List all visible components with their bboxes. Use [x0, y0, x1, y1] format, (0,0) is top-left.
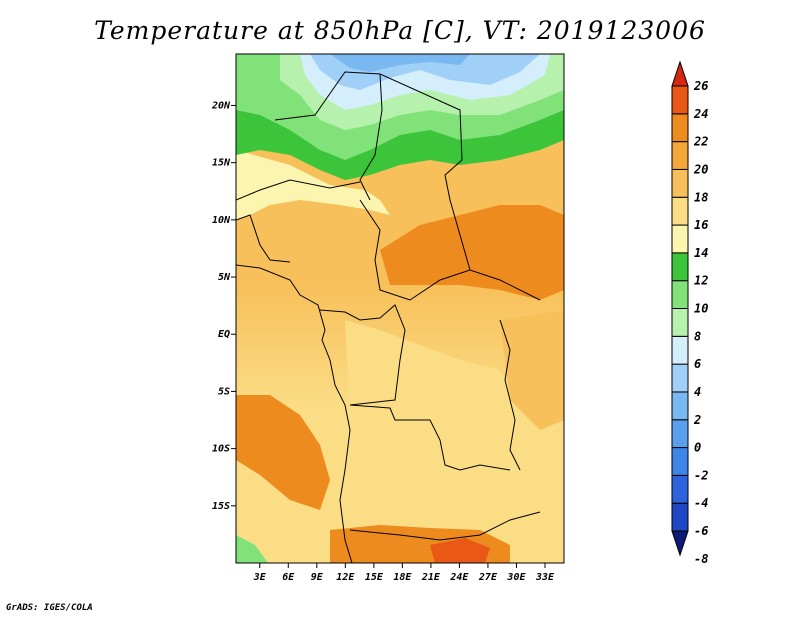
colorbar-label: 10 — [694, 302, 708, 316]
colorbar-label: -6 — [694, 524, 708, 538]
colorbar-box — [671, 335, 689, 365]
x-tick-label: 18E — [393, 572, 412, 583]
colorbar-box — [671, 252, 689, 282]
field-warm-zone-east-20 — [500, 310, 564, 430]
field-band-2-4 — [330, 54, 470, 72]
colorbar-label: 16 — [694, 218, 708, 232]
border-north-2 — [379, 73, 471, 271]
field-hot-zone-22-west — [236, 395, 330, 510]
country-borders — [236, 71, 541, 563]
colorbar-box — [671, 447, 689, 476]
colorbar-label: -4 — [694, 496, 708, 510]
colorbar-label: 4 — [694, 385, 701, 399]
colorbar-high-triangle — [671, 60, 689, 87]
border-central — [359, 199, 541, 301]
colorbar-box — [671, 419, 689, 449]
x-tick-label: 3E — [253, 572, 267, 583]
colorbar-box — [671, 363, 689, 393]
colorbar-box — [671, 502, 689, 532]
x-tick-label: 27E — [478, 572, 498, 583]
field-coastal-cool-sw — [236, 535, 268, 563]
field-hottest-zone-24 — [430, 538, 490, 563]
border-north-1 — [274, 71, 383, 201]
field-hot-zone-22-east — [380, 205, 564, 300]
chart-title: Temperature at 850hPa [C], VT: 201912300… — [94, 16, 706, 45]
colorbar-box — [671, 196, 689, 226]
y-tick-label: 5N — [218, 272, 231, 283]
border-south — [349, 511, 541, 541]
y-tick-label: 5S — [218, 386, 230, 397]
colorbar-box — [671, 474, 689, 504]
border-congo — [319, 304, 406, 406]
colorbar-box — [671, 391, 689, 421]
x-tick-label: 9E — [311, 572, 324, 583]
colorbar-label: 8 — [694, 329, 701, 343]
colorbar-box — [671, 113, 689, 143]
border-great-lakes — [499, 319, 521, 471]
colorbar-label: 12 — [694, 274, 708, 288]
colorbar-label: 6 — [694, 357, 701, 371]
y-tick-label: 10N — [212, 215, 231, 226]
y-tick-label: EQ — [218, 329, 230, 340]
colorbar-box — [671, 280, 689, 309]
colorbar-box — [671, 224, 689, 254]
coastline — [236, 264, 353, 563]
x-tick-label: 33E — [535, 572, 555, 583]
border-sahel — [236, 179, 361, 201]
colorbar-label: 18 — [694, 190, 708, 204]
credit-text: GrADS: IGES/COLA — [6, 603, 93, 613]
x-tick-label: 15E — [365, 572, 384, 583]
colorbar-box — [671, 141, 689, 170]
colorbar-label: 2 — [693, 413, 701, 427]
y-tick-label: 20N — [211, 100, 231, 111]
x-tick-label: 30E — [506, 572, 526, 583]
plot-frame — [235, 53, 565, 564]
x-axis: 3E 6E 9E 12E 15E 18E 21E 24E 27E 30E 33E — [253, 563, 555, 583]
colorbar-label: 20 — [693, 162, 708, 176]
x-tick-label: 24E — [449, 572, 469, 583]
colorbar-label: 22 — [693, 135, 708, 149]
colorbar-label: 14 — [694, 246, 708, 260]
colorbar-box — [671, 168, 689, 198]
colorbar-low-triangle — [671, 530, 689, 557]
colorbar-box — [671, 308, 689, 337]
y-tick-label: 15S — [212, 501, 230, 512]
field-warm-zone-south-16-18 — [345, 320, 530, 525]
colorbar-label: 0 — [694, 441, 701, 455]
y-tick-label: 15N — [212, 158, 231, 169]
temperature-field — [236, 54, 564, 563]
border-drc-angola — [349, 404, 511, 471]
border-west-small — [236, 214, 291, 263]
y-axis: 20N 15N 10N 5N EQ 5S 10S 15S — [211, 100, 236, 512]
colorbar-label: -8 — [694, 552, 708, 566]
x-tick-label: 12E — [336, 572, 355, 583]
y-tick-label: 10S — [212, 444, 230, 455]
colorbar-box — [671, 85, 689, 115]
colorbar-label: 24 — [693, 107, 708, 121]
x-tick-label: 21E — [421, 572, 441, 583]
colorbar-label: 26 — [693, 79, 708, 93]
colorbar-label: -2 — [694, 468, 708, 482]
x-tick-label: 6E — [282, 572, 295, 583]
